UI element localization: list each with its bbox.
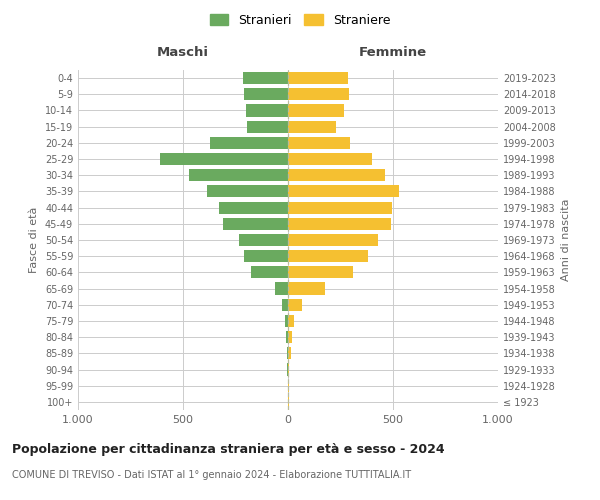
- Bar: [244, 250, 288, 262]
- Bar: [288, 298, 302, 311]
- Bar: [288, 218, 391, 230]
- Bar: [218, 202, 288, 213]
- Bar: [243, 72, 288, 84]
- Bar: [239, 234, 288, 246]
- Bar: [288, 364, 289, 376]
- Bar: [288, 282, 325, 294]
- Bar: [288, 186, 400, 198]
- Bar: [288, 104, 344, 117]
- Bar: [288, 331, 292, 343]
- Legend: Stranieri, Straniere: Stranieri, Straniere: [205, 8, 395, 32]
- Bar: [247, 120, 288, 132]
- Y-axis label: Fasce di età: Fasce di età: [29, 207, 39, 273]
- Bar: [282, 298, 288, 311]
- Bar: [288, 202, 392, 213]
- Bar: [223, 218, 288, 230]
- Text: Popolazione per cittadinanza straniera per età e sesso - 2024: Popolazione per cittadinanza straniera p…: [12, 442, 445, 456]
- Bar: [160, 153, 288, 165]
- Y-axis label: Anni di nascita: Anni di nascita: [561, 198, 571, 281]
- Bar: [288, 169, 385, 181]
- Bar: [288, 315, 295, 327]
- Text: COMUNE DI TREVISO - Dati ISTAT al 1° gennaio 2024 - Elaborazione TUTTITALIA.IT: COMUNE DI TREVISO - Dati ISTAT al 1° gen…: [12, 470, 411, 480]
- Bar: [246, 104, 288, 117]
- Bar: [288, 120, 337, 132]
- Bar: [288, 88, 349, 101]
- Bar: [288, 380, 289, 392]
- Text: Femmine: Femmine: [359, 46, 427, 59]
- Bar: [286, 331, 288, 343]
- Bar: [288, 72, 348, 84]
- Bar: [285, 315, 288, 327]
- Bar: [251, 266, 288, 278]
- Bar: [288, 396, 289, 408]
- Bar: [288, 250, 368, 262]
- Bar: [190, 169, 288, 181]
- Bar: [288, 348, 290, 360]
- Bar: [288, 137, 350, 149]
- Bar: [207, 186, 288, 198]
- Bar: [287, 348, 288, 360]
- Bar: [288, 153, 372, 165]
- Bar: [288, 234, 379, 246]
- Bar: [287, 364, 288, 376]
- Text: Maschi: Maschi: [157, 46, 209, 59]
- Bar: [288, 266, 353, 278]
- Bar: [244, 88, 288, 101]
- Bar: [211, 137, 288, 149]
- Bar: [275, 282, 288, 294]
